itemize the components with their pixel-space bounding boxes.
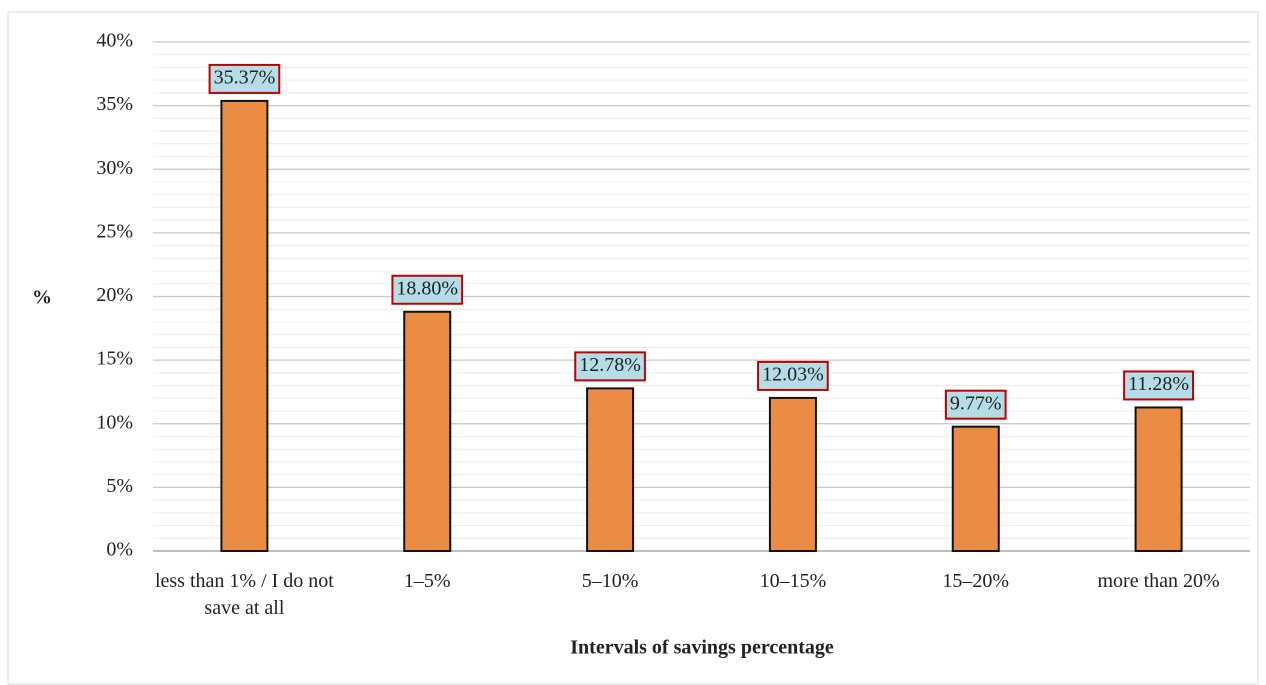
value-label-box (574, 351, 646, 382)
y-tick-label: 40% (96, 30, 133, 52)
x-axis-label: Intervals of savings percentage (570, 637, 834, 659)
bar (403, 310, 452, 552)
bar (768, 396, 817, 552)
value-label: 11.28% (1128, 373, 1189, 395)
bar (951, 425, 1000, 553)
value-label: 35.37% (214, 67, 276, 89)
chart-frame (7, 11, 1259, 685)
value-label-box (944, 389, 1007, 420)
y-tick-label: 10% (96, 411, 133, 433)
bar (586, 387, 635, 553)
x-tick-label: 1–5% (403, 570, 451, 592)
y-axis-label: % (32, 287, 52, 309)
x-tick-label: 10–15% (759, 570, 827, 592)
value-label: 12.78% (579, 354, 641, 376)
y-tick-label: 25% (96, 220, 133, 242)
x-tick-label: more than 20% (1097, 570, 1220, 592)
value-label-box (757, 360, 829, 391)
bar (220, 99, 269, 552)
x-tick-label: 15–20% (942, 570, 1010, 592)
y-tick-label: 30% (96, 157, 133, 179)
y-tick-label: 0% (106, 539, 133, 561)
y-tick-label: 15% (96, 348, 133, 370)
x-tick-label: less than 1% / I do not save at all (154, 570, 334, 619)
y-tick-label: 5% (106, 475, 133, 497)
value-label-box (208, 63, 281, 94)
value-label: 12.03% (762, 364, 824, 386)
x-tick-label: 5–10% (581, 570, 639, 592)
y-tick-label: 35% (96, 93, 133, 115)
value-label: 9.77% (950, 392, 1002, 414)
value-label-box (1123, 370, 1195, 401)
bar (1134, 406, 1183, 552)
value-label: 18.80% (396, 277, 458, 299)
value-label-box (391, 274, 464, 305)
y-tick-label: 20% (96, 284, 133, 306)
